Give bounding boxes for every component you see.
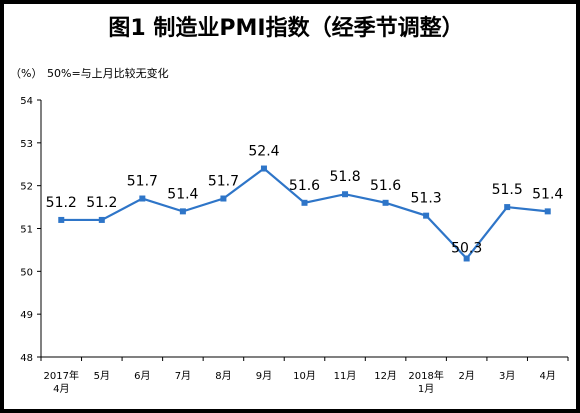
data-point [544,208,551,215]
x-tick-label: 3月 [499,370,515,382]
y-tick-label: 54 [20,96,33,107]
data-point [98,216,105,223]
y-tick-label: 51 [20,225,33,236]
x-tick-label: 11月 [334,370,357,382]
data-label: 51.4 [167,186,198,202]
chart-frame [4,4,576,409]
data-label: 52.4 [248,144,279,160]
data-point [342,191,349,198]
data-point [423,212,430,219]
data-label: 51.2 [46,195,77,211]
x-tick-label: 12月 [374,370,397,382]
data-point [58,216,65,223]
x-tick-label: 8月 [215,370,231,382]
data-point [179,208,186,215]
data-label: 51.3 [411,191,442,207]
data-label: 51.6 [370,178,401,194]
data-label: 51.2 [86,195,117,211]
data-label: 50.3 [451,240,482,256]
chart-title: 图1 制造业PMI指数（经季节调整） [108,16,464,41]
y-tick-label: 53 [20,139,33,150]
data-label: 51.5 [492,182,523,198]
data-point [463,255,470,262]
x-tick-label: 2月 [458,370,474,382]
data-point [382,199,389,206]
y-tick-label: 50 [20,267,33,278]
y-axis-unit-label: （%） [10,67,43,80]
chart-note: 50%=与上月比较无变化 [47,67,169,80]
x-tick-label: 10月 [293,370,316,382]
x-tick-label: 5月 [94,370,110,382]
y-tick-label: 48 [20,353,33,364]
data-label: 51.7 [208,174,239,190]
data-label: 51.7 [127,174,158,190]
data-point [220,195,227,202]
x-tick-label: 2018年 1月 [408,369,443,395]
y-tick-label: 49 [20,310,33,321]
data-point [139,195,146,202]
data-point [301,199,308,206]
y-tick-label: 52 [20,182,33,193]
data-label: 51.8 [329,169,360,185]
data-point [260,165,267,172]
x-tick-label: 9月 [256,370,272,382]
data-point [504,204,511,211]
x-tick-label: 7月 [175,370,191,382]
x-tick-label: 6月 [134,370,150,382]
x-tick-label: 2017年 4月 [44,369,79,395]
data-label: 51.4 [532,186,563,202]
data-label: 51.6 [289,178,320,194]
x-tick-label: 4月 [540,370,556,382]
